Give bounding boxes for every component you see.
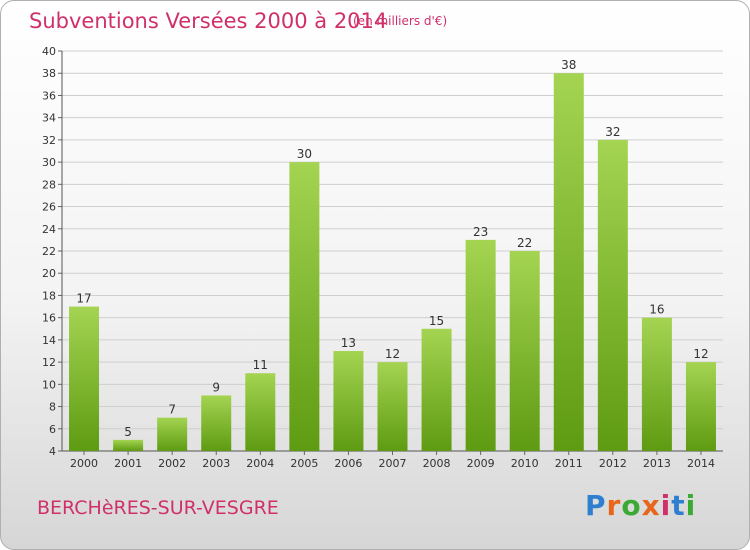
y-tick-label: 6 <box>49 423 56 436</box>
bar-value-label: 13 <box>341 336 356 350</box>
bar-value-label: 23 <box>473 225 488 239</box>
y-tick-label: 36 <box>42 89 56 102</box>
bar-value-label: 30 <box>297 147 312 161</box>
logo-letter: i <box>685 489 697 522</box>
x-tick-label: 2005 <box>290 457 318 470</box>
x-tick-label: 2006 <box>334 457 362 470</box>
logo-letter: r <box>606 489 622 522</box>
x-tick-label: 2001 <box>114 457 142 470</box>
bar <box>289 162 320 451</box>
y-tick-label: 26 <box>42 201 56 214</box>
y-tick-label: 22 <box>42 245 56 258</box>
logo-letter: i <box>660 489 672 522</box>
bar <box>465 239 496 451</box>
chart-unit: (en milliers d'€) <box>353 14 448 28</box>
bar <box>201 395 232 451</box>
y-tick-label: 40 <box>42 45 56 58</box>
y-tick-label: 10 <box>42 378 56 391</box>
proxiti-logo: Proxiti <box>585 489 696 522</box>
y-tick-label: 30 <box>42 156 56 169</box>
bar-value-label: 16 <box>649 303 664 317</box>
bar <box>509 251 540 451</box>
logo-letter: P <box>585 489 607 522</box>
chart-title: Subventions Versées 2000 à 2014 <box>29 9 388 33</box>
bar <box>597 139 628 451</box>
y-tick-label: 32 <box>42 134 56 147</box>
y-tick-label: 34 <box>42 112 56 125</box>
x-tick-label: 2003 <box>202 457 230 470</box>
x-tick-label: 2010 <box>511 457 539 470</box>
bar-value-label: 17 <box>76 292 91 306</box>
bar-value-label: 38 <box>561 58 576 72</box>
y-tick-label: 12 <box>42 356 56 369</box>
x-tick-label: 2012 <box>599 457 627 470</box>
y-tick-label: 4 <box>49 445 56 458</box>
x-tick-label: 2011 <box>555 457 583 470</box>
bar-value-label: 11 <box>253 358 268 372</box>
bar <box>685 362 716 451</box>
logo-letter: x <box>641 489 661 522</box>
logo-letter: t <box>671 489 686 522</box>
y-tick-label: 18 <box>42 289 56 302</box>
bar <box>333 351 364 451</box>
bar <box>377 362 408 451</box>
x-tick-label: 2000 <box>70 457 98 470</box>
y-tick-label: 28 <box>42 178 56 191</box>
bar-value-label: 7 <box>168 403 176 417</box>
bar-value-label: 12 <box>385 347 400 361</box>
x-tick-label: 2013 <box>643 457 671 470</box>
bar-value-label: 32 <box>605 125 620 139</box>
logo-letter: o <box>621 489 642 522</box>
y-tick-label: 8 <box>49 401 56 414</box>
y-tick-label: 20 <box>42 267 56 280</box>
bar-value-label: 15 <box>429 314 444 328</box>
x-tick-label: 2014 <box>687 457 715 470</box>
x-tick-label: 2004 <box>246 457 274 470</box>
bar-value-label: 22 <box>517 236 532 250</box>
bar-value-label: 5 <box>124 425 132 439</box>
y-tick-label: 24 <box>42 223 56 236</box>
y-tick-label: 38 <box>42 67 56 80</box>
bar <box>245 373 276 451</box>
x-tick-label: 2009 <box>467 457 495 470</box>
bar-value-label: 9 <box>212 380 220 394</box>
bar <box>641 317 672 451</box>
bar <box>157 417 188 451</box>
y-tick-label: 16 <box>42 312 56 325</box>
x-tick-label: 2002 <box>158 457 186 470</box>
bar <box>553 73 584 451</box>
x-tick-label: 2007 <box>379 457 407 470</box>
bar <box>113 439 144 451</box>
bar <box>421 328 452 451</box>
commune-name: BERCHèRES-SUR-VESGRE <box>37 497 279 519</box>
bar <box>69 306 100 451</box>
y-tick-label: 14 <box>42 334 56 347</box>
x-tick-label: 2008 <box>423 457 451 470</box>
bar-value-label: 12 <box>693 347 708 361</box>
